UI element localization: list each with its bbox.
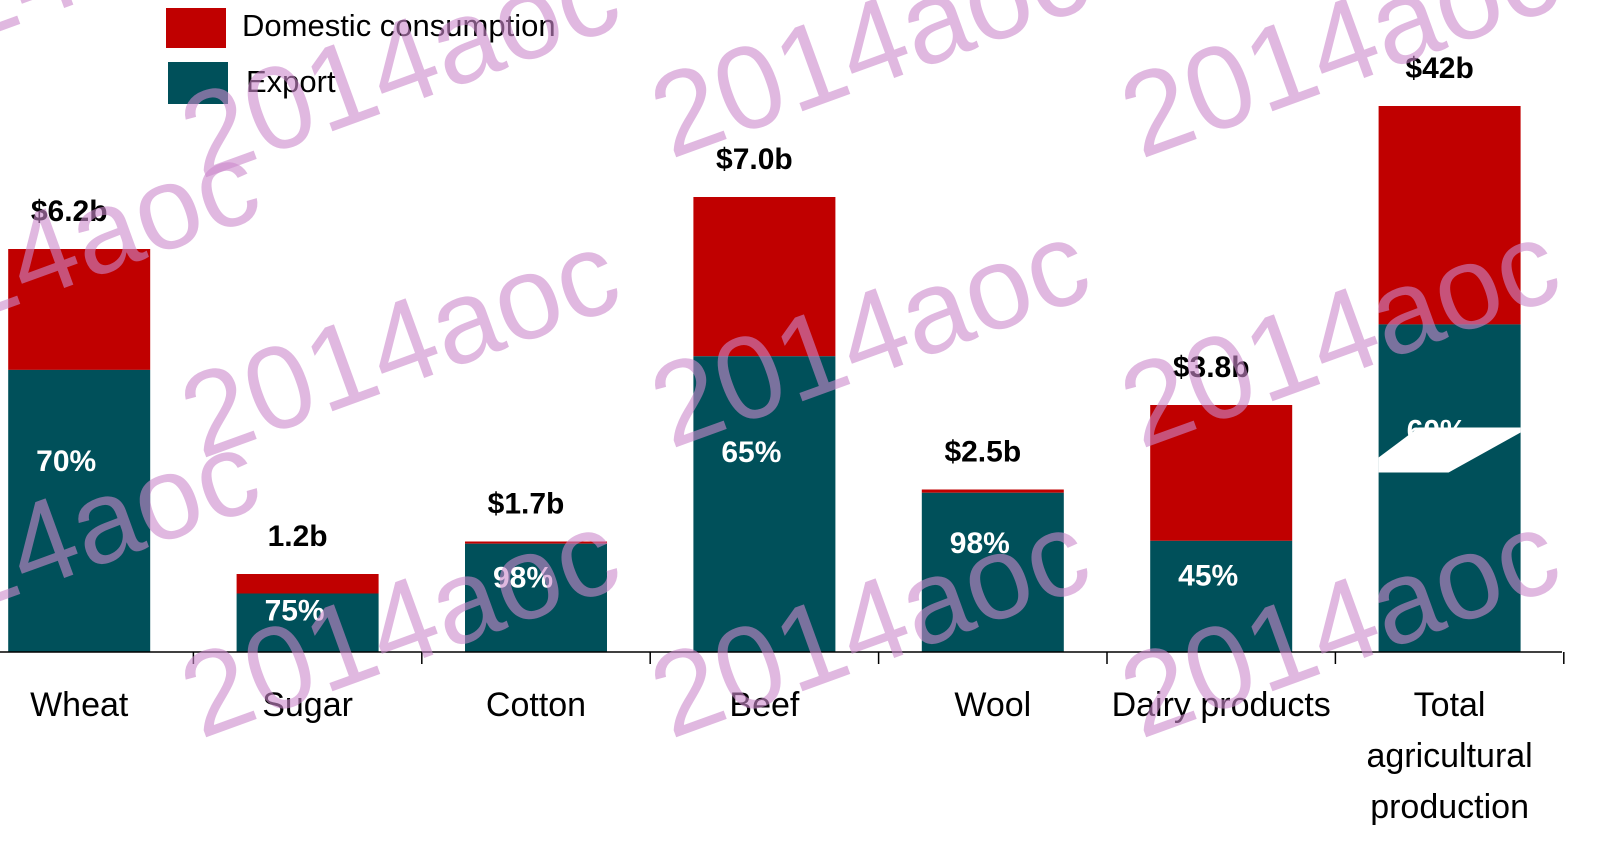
value-label: 70% — [36, 445, 96, 478]
bar-segment — [236, 593, 379, 652]
bar-segment — [1378, 106, 1521, 325]
category-label: Wheat — [30, 686, 129, 724]
value-label: 75% — [265, 595, 325, 628]
category-label: Sugar — [262, 686, 353, 724]
total-label: 1.2b — [268, 520, 328, 553]
bar-segment — [693, 197, 836, 357]
total-label: $2.5b — [944, 435, 1021, 468]
bar-segment — [1378, 324, 1521, 652]
legend-label: Export — [246, 64, 336, 99]
legend-swatch — [166, 8, 226, 48]
axis-break — [1378, 427, 1521, 473]
value-label: 98% — [493, 561, 553, 594]
legend-swatch — [168, 62, 228, 104]
total-label: $1.7b — [488, 487, 565, 520]
bar-segment — [465, 543, 607, 652]
legend-label: Domestic consumption — [242, 8, 556, 43]
total-label: $42b — [1405, 52, 1473, 85]
bar-segment — [236, 574, 379, 594]
bar-segment — [8, 369, 151, 652]
value-label: 45% — [1178, 559, 1238, 592]
bar-segment — [1150, 540, 1293, 652]
total-label: $6.2b — [31, 195, 108, 228]
value-label: 60% — [1407, 414, 1467, 447]
bar-segment — [921, 492, 1064, 652]
bar-segment — [465, 541, 607, 544]
bar-segment — [1150, 405, 1293, 541]
value-label: 98% — [950, 527, 1010, 560]
total-label: $7.0b — [716, 143, 793, 176]
value-label: 65% — [721, 436, 781, 469]
bar-segment — [8, 249, 151, 370]
category-label: Dairy products — [1111, 686, 1331, 724]
category-label: Cotton — [485, 686, 587, 724]
category-label: Beef — [729, 686, 800, 724]
category-label: Wool — [954, 686, 1032, 724]
category-label: Total agricultural production — [1366, 686, 1533, 826]
bar-segment — [921, 489, 1064, 493]
bar-segment — [693, 356, 836, 652]
total-label: $3.8b — [1173, 351, 1250, 384]
